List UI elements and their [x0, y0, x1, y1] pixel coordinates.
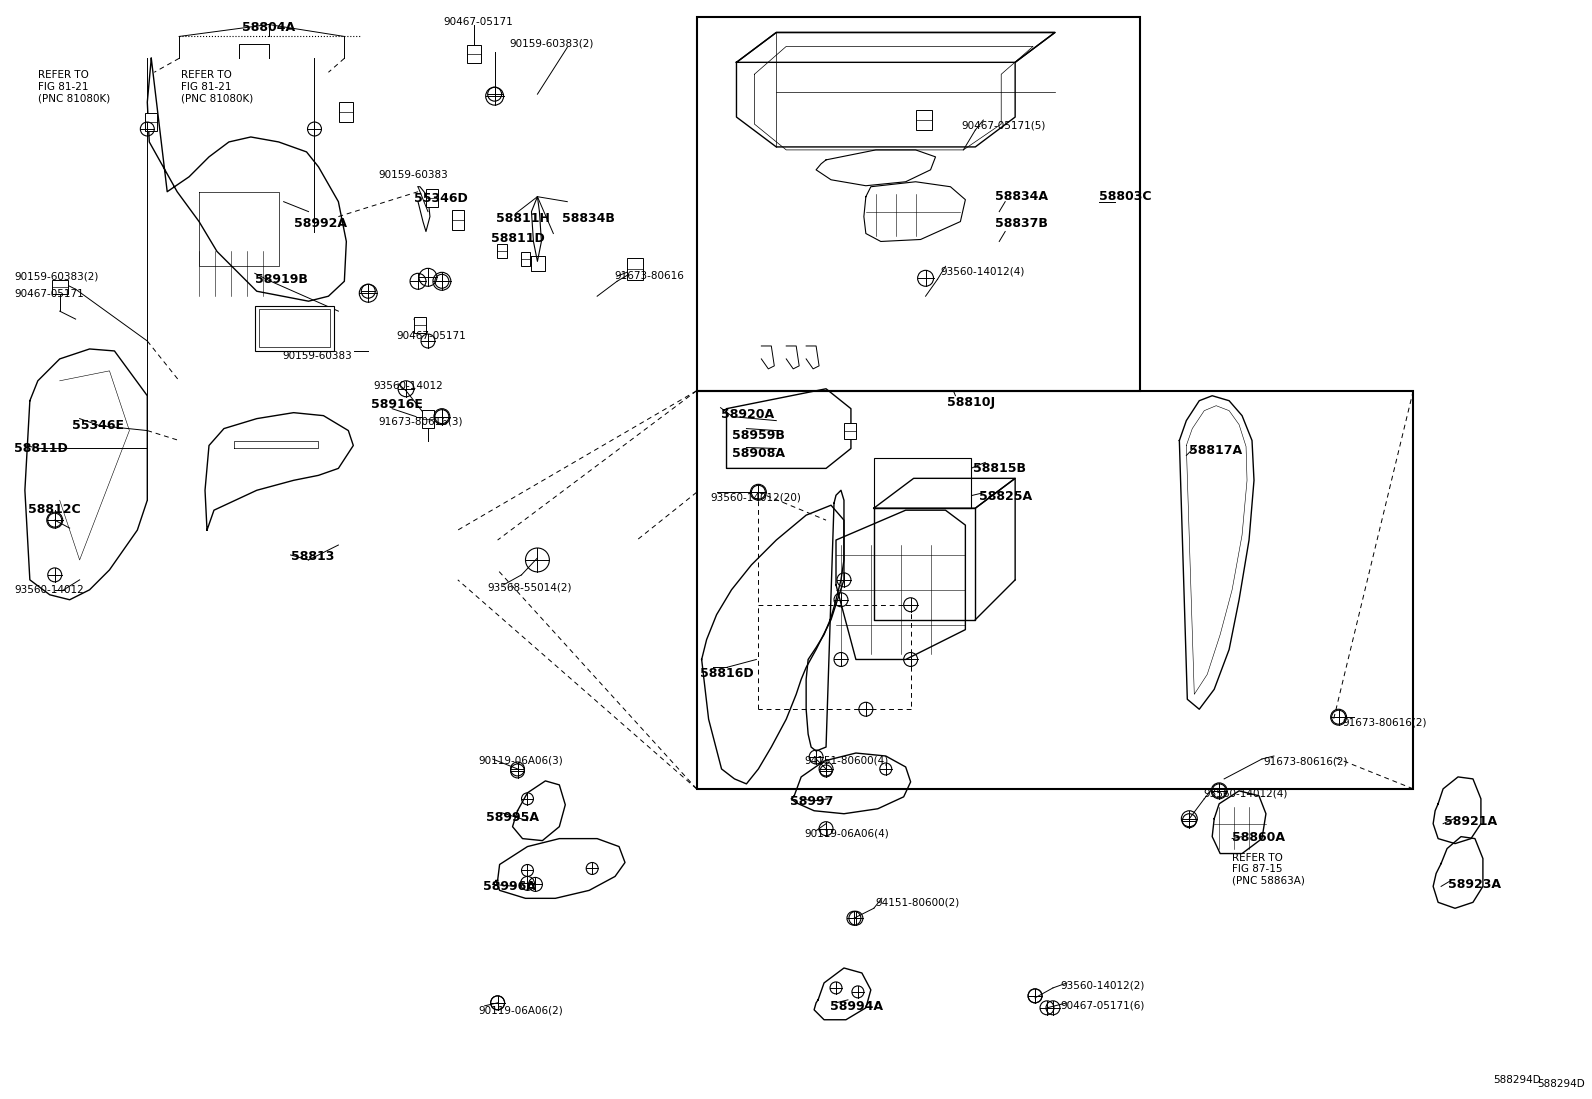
Text: 93568-55014(2): 93568-55014(2)	[487, 582, 572, 592]
Bar	[497, 244, 506, 258]
Text: 58811H: 58811H	[495, 212, 549, 224]
Text: 93560-14012(4): 93560-14012(4)	[1204, 789, 1288, 799]
Text: 58919B: 58919B	[255, 274, 307, 287]
Bar	[844, 423, 856, 439]
Text: 58810J: 58810J	[947, 396, 995, 409]
Text: 90119-06A06(4): 90119-06A06(4)	[804, 829, 888, 839]
Text: 58817A: 58817A	[1189, 444, 1242, 456]
Text: 58992A: 58992A	[293, 217, 347, 230]
Bar	[414, 318, 427, 333]
Text: 90467-05171: 90467-05171	[443, 16, 513, 26]
Text: 58803C: 58803C	[1098, 190, 1151, 202]
Text: 588294D: 588294D	[1538, 1079, 1586, 1089]
Text: 58959B: 58959B	[731, 429, 785, 442]
Bar	[53, 280, 68, 295]
Text: 58811D: 58811D	[490, 232, 544, 244]
Text: 94151-80600(2): 94151-80600(2)	[876, 898, 960, 908]
Text: 55346E: 55346E	[72, 419, 124, 432]
Text: 90467-05171: 90467-05171	[396, 331, 466, 341]
Text: 58921A: 58921A	[1444, 814, 1496, 828]
Text: 55346D: 55346D	[414, 191, 468, 204]
Text: 93560-14012(4): 93560-14012(4)	[941, 266, 1025, 276]
Text: 94151-80600(4): 94151-80600(4)	[804, 755, 888, 765]
Text: 90159-60383(2): 90159-60383(2)	[509, 38, 594, 48]
Bar	[255, 307, 334, 351]
Text: 91673-80616(2): 91673-80616(2)	[1342, 718, 1426, 728]
Text: 58813: 58813	[291, 550, 334, 563]
Bar	[915, 110, 931, 130]
Bar	[697, 391, 1414, 789]
Text: 93560-14012(20): 93560-14012(20)	[710, 492, 801, 502]
Text: 93560-14012: 93560-14012	[373, 381, 443, 391]
Text: 91673-80616: 91673-80616	[615, 271, 685, 281]
Text: 90467-05171: 90467-05171	[14, 289, 84, 299]
Text: 90159-60383: 90159-60383	[379, 170, 447, 180]
Bar	[874, 458, 971, 508]
Text: 90119-06A06(2): 90119-06A06(2)	[479, 1006, 564, 1015]
Text: REFER TO
FIG 87-15
(PNC 58863A): REFER TO FIG 87-15 (PNC 58863A)	[1232, 853, 1305, 886]
Text: 58908A: 58908A	[731, 447, 785, 460]
Text: REFER TO
FIG 81-21
(PNC 81080K): REFER TO FIG 81-21 (PNC 81080K)	[181, 70, 253, 103]
Bar	[422, 410, 435, 428]
Text: 58920A: 58920A	[721, 408, 774, 421]
Text: 58997: 58997	[790, 795, 834, 808]
Text: 58916E: 58916E	[371, 398, 423, 411]
Text: 58837B: 58837B	[995, 217, 1048, 230]
Text: 58825A: 58825A	[979, 490, 1033, 503]
Text: 90159-60383: 90159-60383	[283, 351, 352, 360]
Text: 90467-05171(6): 90467-05171(6)	[1060, 1001, 1145, 1011]
Bar	[427, 189, 438, 207]
Text: 90159-60383(2): 90159-60383(2)	[14, 271, 99, 281]
Bar	[521, 253, 530, 266]
Text: 58994A: 58994A	[829, 1000, 884, 1013]
Text: 58923A: 58923A	[1449, 878, 1501, 891]
Bar	[339, 102, 353, 122]
Text: 58996A: 58996A	[482, 880, 535, 893]
Text: 91673-80616(3): 91673-80616(3)	[379, 417, 463, 426]
Text: 93560-14012(2): 93560-14012(2)	[1060, 981, 1145, 991]
Text: 58834B: 58834B	[562, 212, 615, 224]
Text: 58804A: 58804A	[242, 21, 295, 34]
Text: 58995A: 58995A	[486, 811, 538, 824]
Bar	[145, 113, 158, 131]
Text: 58811D: 58811D	[14, 442, 68, 455]
Text: 91673-80616(2): 91673-80616(2)	[1262, 756, 1347, 766]
Text: REFER TO
FIG 81-21
(PNC 81080K): REFER TO FIG 81-21 (PNC 81080K)	[38, 70, 110, 103]
Bar	[697, 16, 1140, 391]
Bar	[627, 258, 643, 280]
Text: 58860A: 58860A	[1232, 831, 1285, 844]
Text: 588294D: 588294D	[1493, 1076, 1541, 1086]
Text: 90119-06A06(3): 90119-06A06(3)	[479, 755, 564, 765]
Text: 93560-14012: 93560-14012	[14, 585, 84, 595]
Bar	[259, 309, 331, 347]
Text: 90467-05171(5): 90467-05171(5)	[962, 120, 1046, 130]
Bar	[466, 45, 481, 64]
Text: 58816D: 58816D	[699, 667, 753, 680]
Text: 58812C: 58812C	[29, 503, 81, 517]
Text: 58815B: 58815B	[973, 463, 1027, 476]
Text: 58834A: 58834A	[995, 190, 1048, 202]
Bar	[452, 210, 463, 230]
